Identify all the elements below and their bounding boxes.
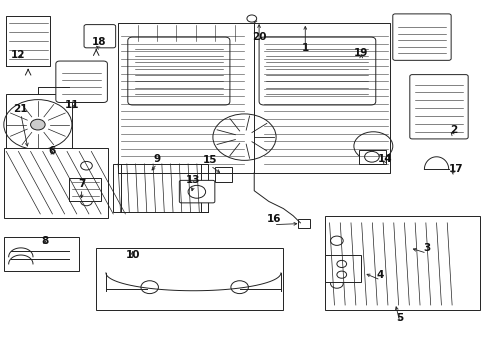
FancyBboxPatch shape bbox=[392, 14, 450, 60]
Circle shape bbox=[4, 100, 72, 150]
Bar bbox=[4, 148, 108, 217]
Circle shape bbox=[330, 257, 343, 267]
Text: 19: 19 bbox=[353, 48, 367, 58]
Circle shape bbox=[353, 132, 392, 160]
Text: 12: 12 bbox=[11, 50, 25, 60]
Circle shape bbox=[246, 15, 256, 22]
Text: 9: 9 bbox=[153, 154, 160, 163]
Text: 20: 20 bbox=[251, 32, 266, 42]
FancyBboxPatch shape bbox=[84, 24, 116, 48]
Text: 17: 17 bbox=[448, 164, 462, 174]
Text: 18: 18 bbox=[91, 37, 106, 48]
Circle shape bbox=[212, 114, 276, 160]
Bar bbox=[358, 150, 385, 164]
Circle shape bbox=[81, 197, 92, 206]
Text: 21: 21 bbox=[14, 104, 28, 113]
Bar bbox=[201, 164, 207, 212]
Text: 5: 5 bbox=[396, 312, 403, 323]
Text: 8: 8 bbox=[41, 236, 49, 246]
Text: 15: 15 bbox=[203, 156, 217, 165]
Bar bbox=[113, 164, 120, 212]
Text: 10: 10 bbox=[125, 250, 140, 260]
Text: 4: 4 bbox=[376, 270, 384, 280]
Bar bbox=[96, 248, 283, 310]
Circle shape bbox=[81, 179, 92, 188]
Bar bbox=[324, 255, 361, 282]
Text: 13: 13 bbox=[186, 175, 200, 185]
Text: 2: 2 bbox=[449, 125, 456, 135]
Circle shape bbox=[141, 281, 158, 294]
FancyBboxPatch shape bbox=[56, 61, 107, 103]
Text: 3: 3 bbox=[422, 243, 429, 253]
Text: 11: 11 bbox=[64, 100, 79, 110]
Bar bbox=[69, 178, 101, 202]
Circle shape bbox=[336, 260, 346, 267]
Text: 16: 16 bbox=[266, 214, 280, 224]
Circle shape bbox=[330, 279, 343, 288]
Bar bbox=[4, 237, 79, 271]
Bar bbox=[324, 216, 479, 310]
FancyBboxPatch shape bbox=[179, 180, 214, 203]
Circle shape bbox=[364, 152, 378, 162]
Bar bbox=[6, 94, 72, 155]
Text: 14: 14 bbox=[377, 154, 392, 163]
FancyBboxPatch shape bbox=[127, 37, 229, 105]
FancyBboxPatch shape bbox=[409, 75, 467, 139]
Circle shape bbox=[188, 185, 205, 198]
Text: 6: 6 bbox=[49, 147, 56, 157]
Circle shape bbox=[30, 119, 45, 130]
Circle shape bbox=[230, 281, 248, 294]
Circle shape bbox=[330, 236, 343, 246]
Bar bbox=[215, 167, 232, 182]
Bar bbox=[297, 219, 309, 228]
Bar bbox=[67, 84, 79, 91]
Text: 7: 7 bbox=[78, 179, 85, 189]
Text: 1: 1 bbox=[301, 43, 308, 53]
FancyBboxPatch shape bbox=[259, 37, 375, 105]
Circle shape bbox=[81, 161, 92, 170]
Circle shape bbox=[336, 271, 346, 278]
